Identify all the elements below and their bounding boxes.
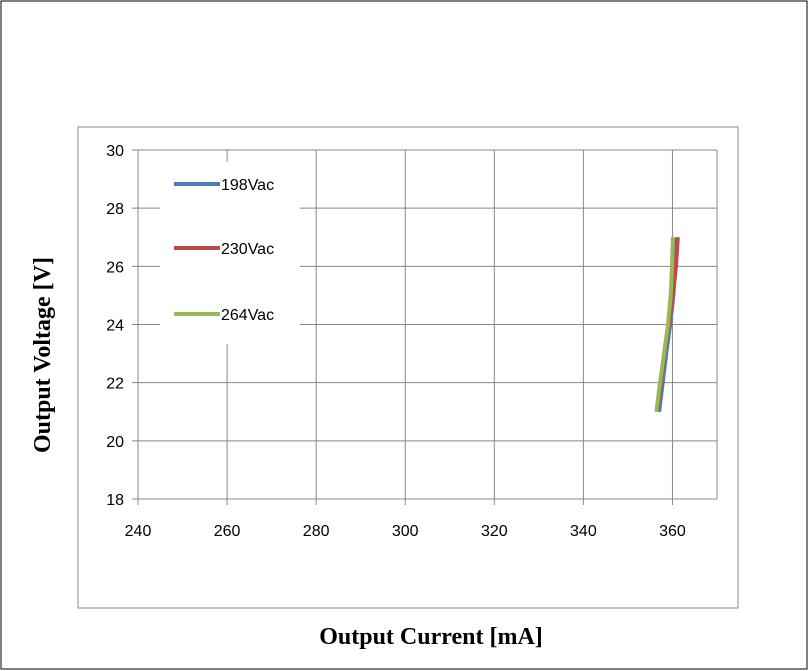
legend-label: 230Vac [221, 241, 274, 258]
y-tick-label: 22 [106, 376, 124, 393]
y-axis-title: Output Voltage [V] [30, 257, 56, 453]
x-tick-label: 360 [659, 523, 686, 540]
y-tick-label: 30 [106, 143, 124, 160]
y-tick-label: 20 [106, 434, 124, 451]
series-lines [654, 237, 680, 413]
legend-label: 264Vac [221, 307, 274, 324]
legend: 198Vac 230Vac 264Vac [160, 162, 300, 344]
series-line-264Vac [654, 237, 675, 413]
legend-label: 198Vac [221, 177, 274, 194]
x-tick-label: 260 [214, 523, 241, 540]
x-tick-label: 300 [392, 523, 419, 540]
y-tick-label: 18 [106, 492, 124, 509]
chart-area-frame [77, 126, 739, 609]
tick-labels: 18 20 22 24 26 28 30 240 260 280 300 320 340 360 [106, 143, 686, 540]
x-tick-label: 340 [570, 523, 597, 540]
y-tick-label: 26 [106, 259, 124, 276]
x-tick-label: 280 [303, 523, 330, 540]
x-axis-title: Output Current [mA] [319, 624, 543, 650]
x-tick-label: 320 [481, 523, 508, 540]
y-tick-label: 24 [106, 318, 124, 335]
x-tick-label: 240 [125, 523, 152, 540]
y-tick-label: 28 [106, 201, 124, 218]
